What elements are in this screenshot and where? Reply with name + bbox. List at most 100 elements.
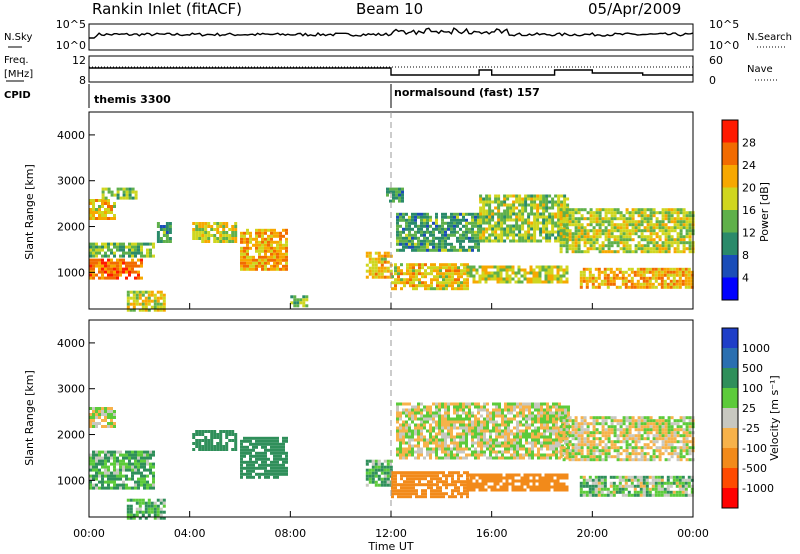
velocity-cell	[501, 423, 504, 427]
power-cell	[652, 223, 656, 227]
power-cell	[649, 229, 653, 233]
power-cell	[243, 234, 246, 238]
velocity-cell	[113, 425, 116, 428]
power-cell	[445, 269, 448, 273]
power-cell	[420, 233, 423, 237]
velocity-cell	[258, 463, 261, 467]
velocity-cell	[583, 455, 587, 459]
velocity-cell	[516, 429, 519, 433]
velocity-cell	[441, 444, 444, 448]
power-cell	[672, 279, 676, 283]
velocity-cell	[559, 446, 563, 450]
power-cell	[586, 235, 590, 239]
power-cell	[529, 280, 533, 284]
power-cell	[661, 220, 665, 224]
velocity-cell	[89, 459, 92, 463]
velocity-cell	[408, 435, 411, 439]
power-cell	[640, 220, 644, 224]
velocity-cell	[426, 441, 429, 445]
power-cell	[594, 285, 598, 289]
velocity-cell	[477, 423, 480, 427]
power-cell	[456, 212, 459, 216]
power-cell	[89, 208, 92, 211]
power-cell	[474, 212, 477, 216]
power-cell	[616, 241, 620, 245]
freq-panel-frame	[88, 55, 694, 83]
velocity-cell	[400, 474, 403, 478]
power-cell	[527, 233, 531, 237]
velocity-cell	[159, 501, 163, 505]
velocity-cell	[252, 466, 255, 470]
velocity-cell	[625, 431, 629, 435]
power-cell	[527, 218, 531, 222]
velocity-cell	[552, 417, 555, 421]
power-cell	[663, 273, 667, 277]
velocity-cell	[110, 419, 113, 422]
velocity-cell	[471, 414, 474, 418]
velocity-cell	[234, 448, 238, 451]
velocity-cell	[89, 422, 92, 425]
power-cell	[497, 224, 501, 228]
power-cell	[503, 203, 507, 207]
power-cell	[116, 245, 119, 249]
power-cell	[658, 226, 662, 230]
velocity-cell	[469, 488, 473, 492]
velocity-cell	[495, 411, 498, 415]
power-cell	[585, 285, 589, 289]
velocity-cell	[555, 438, 558, 442]
power-cell	[554, 212, 558, 216]
power-cell	[441, 239, 444, 243]
velocity-cell	[493, 476, 497, 480]
velocity-cell	[546, 423, 549, 427]
power-cell	[628, 247, 632, 251]
power-cell	[240, 249, 243, 253]
power-cell	[545, 206, 549, 210]
velocity-heatmap	[89, 402, 695, 520]
velocity-cell	[429, 438, 432, 442]
velocity-cell	[427, 483, 430, 487]
velocity-cell	[462, 411, 465, 415]
power-cell	[402, 236, 405, 240]
power-cell	[107, 264, 110, 268]
power-cell	[246, 258, 249, 262]
velocity-cell	[418, 477, 421, 481]
velocity-cell	[386, 474, 390, 478]
power-cell	[557, 236, 561, 240]
power-cell	[405, 212, 408, 216]
velocity-cell	[131, 453, 134, 457]
velocity-cell	[564, 405, 567, 409]
velocity-cell	[149, 453, 152, 457]
velocity-cell	[441, 426, 444, 430]
power-cell	[129, 302, 133, 306]
power-cell	[450, 218, 453, 222]
velocity-cell	[141, 498, 145, 502]
power-cell	[444, 212, 447, 216]
velocity-cell	[141, 510, 145, 514]
power-cell	[403, 281, 406, 285]
power-cell	[101, 267, 104, 271]
velocity-cell	[549, 447, 552, 451]
power-cell	[655, 241, 659, 245]
velocity-cell	[210, 430, 214, 433]
power-cell	[505, 271, 509, 275]
power-cell	[684, 285, 688, 289]
velocity-cell	[137, 462, 140, 466]
velocity-cell	[285, 469, 288, 473]
power-cell	[146, 242, 149, 246]
velocity-cell	[604, 434, 608, 438]
power-cell	[499, 280, 503, 284]
velocity-cell	[273, 472, 276, 476]
velocity-cell	[534, 426, 537, 430]
power-cell	[589, 217, 593, 221]
velocity-cell	[195, 430, 199, 433]
velocity-cell	[562, 485, 566, 489]
velocity-cell	[426, 444, 429, 448]
velocity-cell	[156, 516, 160, 520]
power-cell	[474, 239, 477, 243]
power-cell	[460, 269, 463, 273]
velocity-cell	[374, 471, 378, 475]
velocity-cell	[243, 466, 246, 470]
power-cell	[482, 221, 486, 225]
power-cell	[554, 203, 558, 207]
power-cell	[580, 250, 584, 254]
